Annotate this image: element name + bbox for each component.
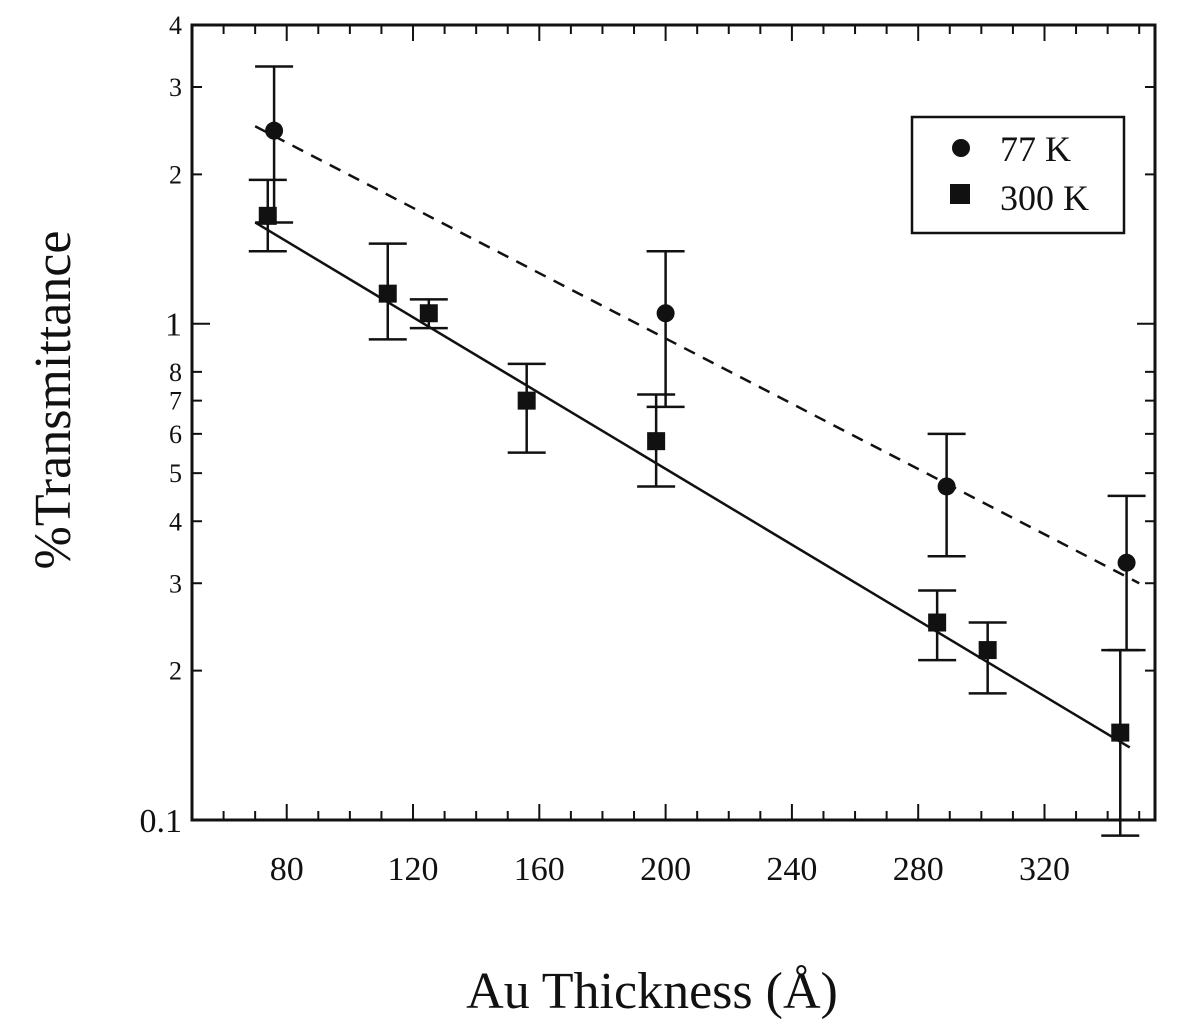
data-point-circle bbox=[937, 477, 956, 496]
data-point-circle bbox=[265, 121, 284, 140]
y-tick-label: 5 bbox=[169, 459, 182, 488]
y-tick-label: 8 bbox=[169, 358, 182, 387]
fit-line bbox=[254, 125, 1140, 585]
y-tick-label: 2 bbox=[169, 160, 182, 189]
legend-marker-77k bbox=[952, 139, 970, 157]
x-tick-label: 80 bbox=[270, 851, 304, 888]
data-point-square bbox=[928, 613, 947, 632]
y-tick-label: 1 bbox=[165, 307, 182, 344]
data-point-square bbox=[647, 432, 666, 451]
y-tick-label: 3 bbox=[169, 73, 182, 102]
plot-border bbox=[190, 23, 1157, 822]
plot-frame bbox=[190, 23, 1157, 822]
x-tick-label: 280 bbox=[893, 851, 944, 888]
data-point-square bbox=[517, 391, 536, 410]
y-tick-label: 0.1 bbox=[140, 803, 183, 840]
x-axis-title: Au Thickness (Å) bbox=[466, 963, 838, 1020]
y-axis-title: %Transmittance bbox=[25, 231, 82, 570]
y-tick-label: 2 bbox=[169, 657, 182, 686]
error-bars bbox=[248, 65, 1146, 837]
y-tick-label: 7 bbox=[169, 387, 182, 416]
legend: 77 K 300 K bbox=[910, 115, 1126, 235]
x-tick-label: 240 bbox=[766, 851, 817, 888]
y-tick-label: 4 bbox=[169, 507, 182, 536]
y-tick-label: 4 bbox=[169, 11, 182, 40]
legend-label-77k: 77 K bbox=[1000, 129, 1071, 169]
fit-lines bbox=[254, 125, 1140, 749]
data-point-square bbox=[1111, 723, 1130, 742]
x-tick-label: 120 bbox=[388, 851, 439, 888]
data-markers bbox=[258, 121, 1136, 742]
data-point-square bbox=[378, 284, 397, 303]
data-point-square bbox=[978, 641, 997, 660]
y-axis-ticks: 0.1 2 3 4 5 6 78 1 2 3 4 bbox=[140, 11, 1155, 840]
x-tick-label: 320 bbox=[1019, 851, 1070, 888]
x-axis-ticks: 80 120 160 200 240 280 320 bbox=[222, 25, 1141, 888]
y-tick-label: 6 bbox=[169, 420, 182, 449]
fit-line bbox=[254, 221, 1131, 749]
data-point-square bbox=[258, 206, 277, 225]
x-tick-label: 200 bbox=[640, 851, 691, 888]
legend-marker-300k bbox=[950, 184, 970, 204]
x-tick-label: 160 bbox=[514, 851, 565, 888]
data-point-square bbox=[419, 304, 438, 323]
legend-label-300k: 300 K bbox=[1000, 178, 1089, 218]
y-tick-label: 3 bbox=[169, 569, 182, 598]
legend-box bbox=[910, 115, 1126, 235]
data-point-circle bbox=[1117, 553, 1136, 572]
data-point-circle bbox=[656, 304, 675, 323]
